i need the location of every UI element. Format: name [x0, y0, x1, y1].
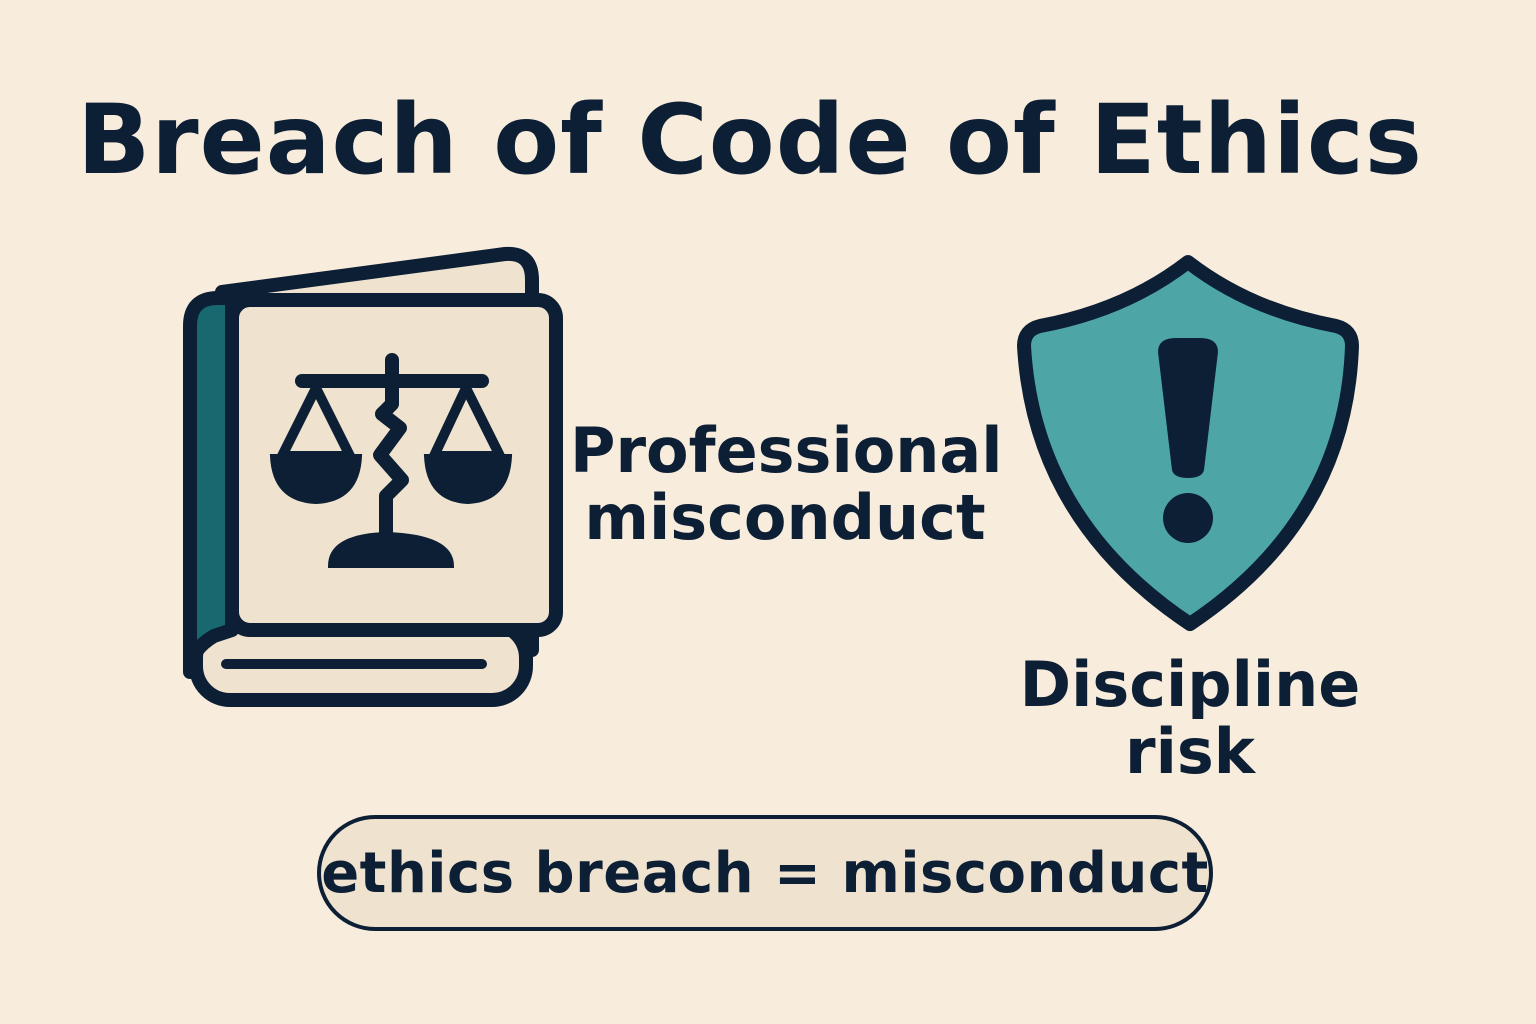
- professional-misconduct-label: Professional misconduct: [570, 414, 1003, 554]
- equation-text: ethics breach = misconduct: [321, 840, 1209, 906]
- discipline-risk-label: Discipline risk: [1019, 648, 1361, 788]
- equation-pill: ethics breach = misconduct: [317, 815, 1213, 931]
- page-title: Breach of Code of Ethics: [77, 84, 1423, 196]
- broken-scales-icon: [269, 353, 513, 568]
- warning-shield-icon: [1017, 255, 1359, 631]
